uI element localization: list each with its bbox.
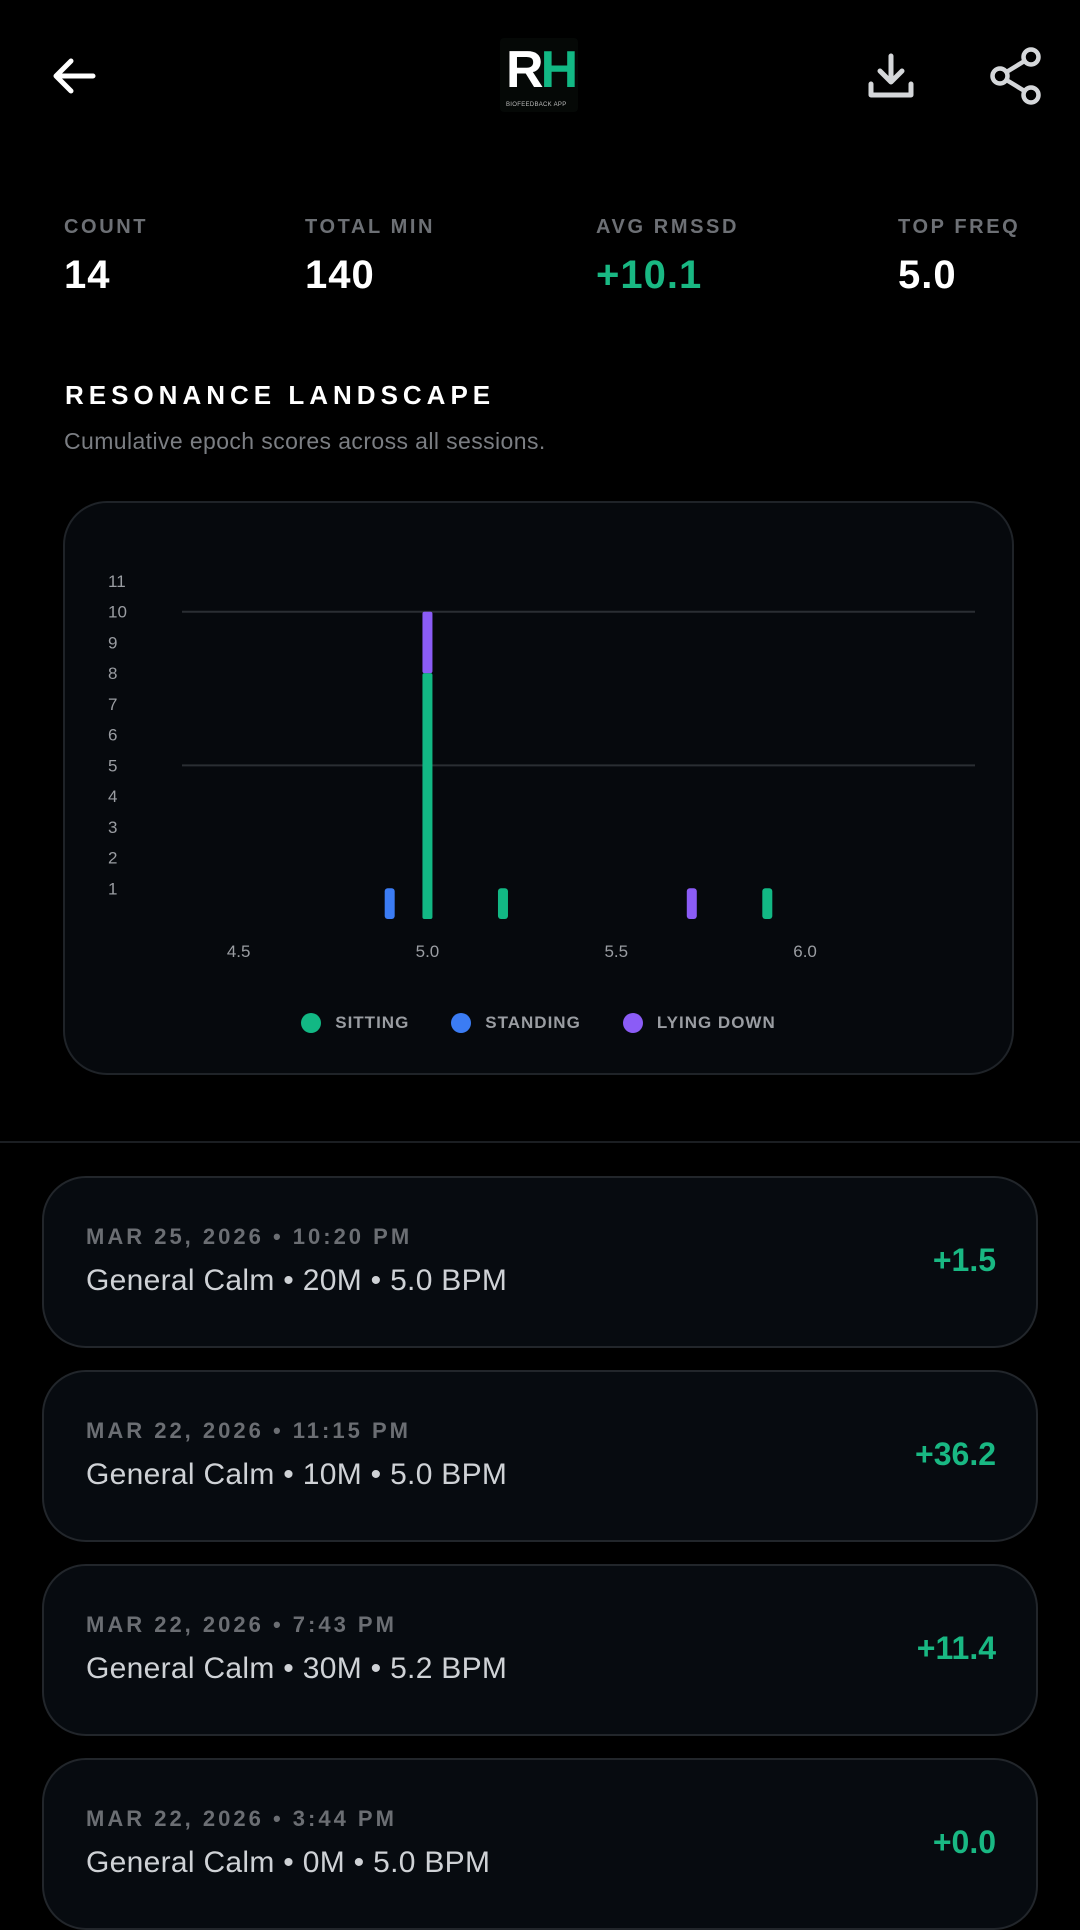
- resonance-chart: 1 2 3 4 5 6 7 8 9 10 11 4.5 5.0 5.5 6.0: [108, 572, 975, 961]
- stat-label: TOP FREQ: [898, 216, 1021, 238]
- arrow-left-icon: [53, 58, 96, 94]
- share-icon: [990, 47, 1041, 105]
- x-tick-label: 4.5: [227, 942, 251, 961]
- y-tick-label: 1: [108, 879, 117, 898]
- legend-item-standing[interactable]: STANDING: [451, 1013, 581, 1033]
- top-bar: RH BIOFEEDBACK APP: [0, 0, 1080, 150]
- y-tick-label: 3: [108, 818, 117, 837]
- session-card[interactable]: MAR 22, 2026 • 3:44 PM General Calm • 0M…: [42, 1758, 1038, 1930]
- chart-legend: SITTING STANDING LYING DOWN: [65, 1013, 1012, 1033]
- session-date: MAR 25, 2026 • 10:20 PM: [86, 1224, 413, 1249]
- back-button[interactable]: [34, 36, 114, 116]
- y-tick-label: 10: [108, 603, 127, 622]
- session-date: MAR 22, 2026 • 7:43 PM: [86, 1612, 397, 1637]
- session-description: General Calm • 20M • 5.0 BPM: [86, 1264, 508, 1297]
- x-tick-label: 5.5: [604, 942, 628, 961]
- y-tick-label: 2: [108, 849, 117, 868]
- y-tick-label: 9: [108, 633, 117, 652]
- legend-label: STANDING: [485, 1013, 581, 1032]
- session-delta: +1.5: [932, 1242, 996, 1278]
- session-delta: +11.4: [916, 1630, 996, 1666]
- bar-lying-down: [422, 611, 433, 674]
- y-tick-label: 4: [108, 787, 117, 806]
- legend-swatch-lying-down: [622, 1013, 643, 1033]
- session-card[interactable]: MAR 22, 2026 • 7:43 PM General Calm • 30…: [42, 1564, 1038, 1736]
- section-subtitle: Cumulative epoch scores across all sessi…: [64, 428, 546, 454]
- stat-label: AVG RMSSD: [596, 216, 740, 238]
- y-tick-label: 11: [108, 572, 126, 591]
- stat-count: COUNT 14: [64, 216, 148, 298]
- legend-swatch-standing: [451, 1013, 472, 1033]
- session-date: MAR 22, 2026 • 3:44 PM: [86, 1806, 397, 1831]
- bar-standing: [384, 888, 395, 919]
- session-description: General Calm • 10M • 5.0 BPM: [86, 1458, 508, 1491]
- share-button[interactable]: [976, 36, 1056, 116]
- section-title: RESONANCE LANDSCAPE: [65, 380, 496, 410]
- legend-item-sitting[interactable]: SITTING: [301, 1013, 409, 1033]
- stat-top-freq: TOP FREQ 5.0: [898, 216, 1020, 298]
- app-logo: RH BIOFEEDBACK APP: [500, 38, 578, 112]
- resonance-chart-card: 1 2 3 4 5 6 7 8 9 10 11 4.5 5.0 5.5 6.0 SITTING STANDI…: [63, 501, 1014, 1075]
- download-icon: [868, 53, 914, 98]
- bar-sitting: [762, 888, 773, 919]
- session-description: General Calm • 0M • 5.0 BPM: [86, 1846, 491, 1879]
- y-tick-label: 7: [108, 695, 117, 714]
- download-button[interactable]: [851, 36, 931, 116]
- bar-lying-down: [686, 888, 697, 919]
- session-description: General Calm • 30M • 5.2 BPM: [86, 1652, 508, 1685]
- y-tick-label: 8: [108, 664, 117, 683]
- legend-item-lying-down[interactable]: LYING DOWN: [622, 1013, 776, 1033]
- stat-label: TOTAL MIN: [305, 216, 436, 238]
- legend-label: LYING DOWN: [656, 1013, 776, 1032]
- session-delta: +0.0: [932, 1824, 996, 1860]
- stat-avg-rmssd: AVG RMSSD +10.1: [596, 216, 739, 298]
- stat-value: 140: [305, 253, 375, 297]
- stat-value: 14: [64, 253, 111, 297]
- bar-sitting: [497, 888, 508, 919]
- logo-tagline: BIOFEEDBACK APP: [506, 102, 567, 108]
- stat-value: 5.0: [898, 253, 957, 297]
- bar-sitting: [422, 673, 433, 919]
- stat-value: +10.1: [596, 253, 703, 297]
- stat-label: COUNT: [64, 216, 149, 238]
- legend-swatch-sitting: [301, 1013, 322, 1033]
- session-date: MAR 22, 2026 • 11:15 PM: [86, 1418, 411, 1443]
- x-tick-label: 6.0: [793, 942, 817, 961]
- session-card[interactable]: MAR 22, 2026 • 11:15 PM General Calm • 1…: [42, 1370, 1038, 1542]
- y-tick-label: 5: [108, 756, 117, 775]
- y-tick-label: 6: [108, 726, 117, 745]
- stat-total-min: TOTAL MIN 140: [305, 216, 435, 298]
- section-divider: [0, 1141, 1080, 1143]
- session-delta: +36.2: [915, 1436, 996, 1472]
- legend-label: SITTING: [335, 1013, 410, 1032]
- x-tick-label: 5.0: [416, 942, 440, 961]
- session-card[interactable]: MAR 25, 2026 • 10:20 PM General Calm • 2…: [42, 1176, 1038, 1348]
